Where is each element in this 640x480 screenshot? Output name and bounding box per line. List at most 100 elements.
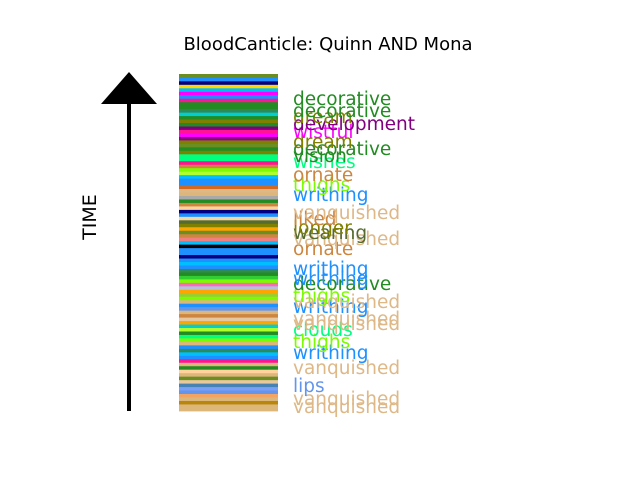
word-label: thighs [293,175,350,196]
word-label: development [293,114,415,135]
stripe [179,157,278,162]
stripe [179,150,278,155]
stripe [179,74,278,78]
word-label: writhing [293,343,368,364]
stripe [179,362,278,367]
stripe [179,219,278,224]
stripe [179,212,278,217]
stripe [179,310,278,315]
stripe [179,160,278,165]
word-label: writhing [293,185,368,206]
stripe [179,355,278,360]
stripe [179,185,278,190]
stripe [179,195,278,200]
stripe [179,379,278,384]
stripe [179,372,278,377]
stripe [179,303,278,308]
stripe-group [179,74,278,412]
stripe [179,331,278,335]
stripe [179,278,278,283]
word-label: thighs [293,286,350,307]
stripe [179,272,278,276]
word-label: vanquished [293,229,400,250]
word-label: dream [293,132,353,153]
stripe [179,223,278,228]
stripe [179,282,278,287]
word-label: decorative [293,89,391,110]
stripe [179,334,278,339]
word-label: wearing [293,223,367,244]
stripe [179,126,278,130]
stripe [179,327,278,332]
stripe [179,230,278,235]
stripe [179,320,278,325]
stripe [179,91,278,96]
stripe [179,192,278,196]
time-arrow-head [101,72,157,104]
word-label: ornate [293,239,353,260]
stripe [179,136,278,141]
stripe [179,171,278,176]
stripe [179,348,278,353]
stripe [179,199,278,203]
word-label: decorative [293,101,391,122]
word-label: writhing [293,269,368,290]
stripe [179,261,278,266]
stripe [179,216,278,221]
stripe [179,324,278,329]
stripe [179,358,278,363]
stripe [179,143,278,148]
stripe [179,80,278,85]
stripe [179,237,278,242]
word-label: vanquished [293,309,400,330]
stripe [179,397,278,401]
stripe [179,292,278,297]
stripe [179,341,278,346]
stripe [179,94,278,99]
word-label: vision [293,146,347,167]
stripe [179,98,278,103]
stripe [179,306,278,311]
stripe [179,101,278,106]
stripe [179,376,278,381]
stripe [179,265,278,269]
stripe [179,202,278,207]
word-label: wistful [293,122,354,143]
word-label: writhing [293,297,368,318]
stripe [179,77,278,82]
stripe [179,233,278,238]
stripe [179,112,278,117]
stripe [179,206,278,210]
stripe [179,313,278,318]
stripe [179,317,278,322]
word-label: liked [293,209,336,230]
stripe [179,140,278,144]
stripe [179,129,278,134]
stripe [179,115,278,120]
stripe [179,369,278,374]
stripe [179,209,278,214]
word-label: dream [293,107,353,128]
y-axis-label: TIME [79,194,101,241]
word-label: thighs [293,332,350,353]
stripe [179,390,278,395]
stripe [179,87,278,92]
word-label: lips [293,376,325,397]
word-label: vanquished [293,292,400,313]
stripe [179,174,278,179]
word-label: vanquished [293,389,400,410]
stripe [179,84,278,89]
time-arrow [101,72,157,411]
stripe [179,167,278,172]
word-label: decorative [293,139,391,160]
stripe [179,240,278,245]
stripe [179,146,278,151]
word-label: vanquished [293,397,400,418]
word-label: vanquished [293,314,400,335]
word-label-group: vanquishedvanquishedlipsvanquishedwrithi… [293,89,415,418]
stripe [179,133,278,137]
stripe [179,351,278,356]
stripe [179,164,278,169]
word-label: writhing [293,259,368,280]
